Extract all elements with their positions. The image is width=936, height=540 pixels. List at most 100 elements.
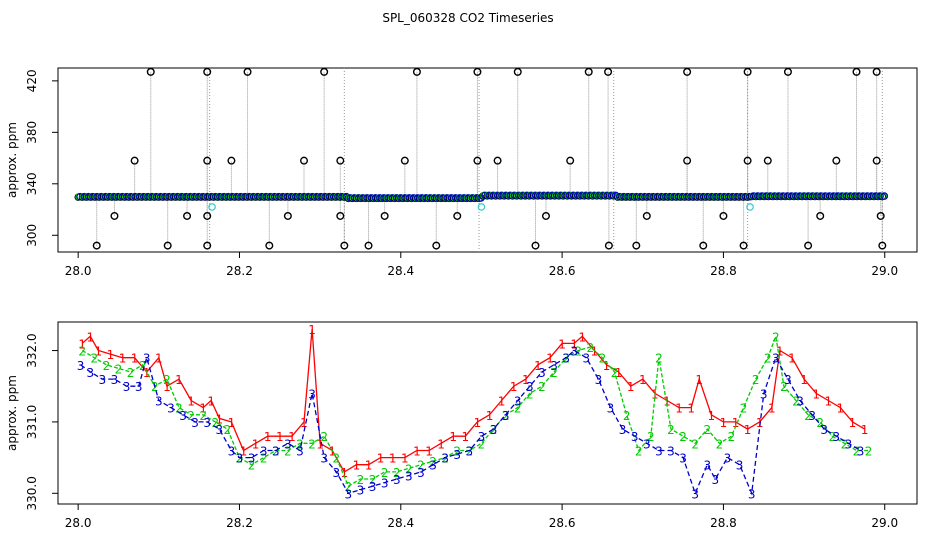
outlier-point — [832, 156, 841, 165]
series-2-marker: 2 — [163, 373, 171, 387]
series-1-marker: 1 — [824, 395, 832, 409]
series-2-marker: 2 — [466, 444, 474, 458]
series-3-marker: 3 — [703, 459, 711, 473]
series-2-marker: 2 — [490, 423, 498, 437]
series-3-marker: 3 — [760, 387, 768, 401]
series-2-marker: 2 — [728, 430, 736, 444]
series-3-marker: 3 — [453, 448, 461, 462]
outlier-point — [816, 211, 825, 220]
series-2-marker: 2 — [647, 430, 655, 444]
series-3-marker: 3 — [833, 430, 841, 444]
series-2-marker: 2 — [703, 423, 711, 437]
outlier-point — [743, 67, 752, 76]
outlier-point — [163, 241, 172, 250]
series-1-marker: 1 — [187, 395, 195, 409]
series-2-marker: 2 — [587, 341, 595, 355]
series-1-marker: 1 — [163, 380, 171, 394]
series-2-marker: 2 — [691, 437, 699, 451]
series-1-marker: 1 — [578, 330, 586, 344]
outlier-point — [380, 211, 389, 220]
series-2-marker: 2 — [752, 373, 760, 387]
series-2-marker: 2 — [393, 466, 401, 480]
series-2-marker: 2 — [772, 330, 780, 344]
outlier-point — [719, 211, 728, 220]
outlier-point — [683, 67, 692, 76]
outlier-point — [513, 67, 522, 76]
series-1-marker: 1 — [663, 395, 671, 409]
top-marks — [74, 67, 889, 252]
series-3-marker: 3 — [417, 466, 425, 480]
series-2-marker: 2 — [260, 452, 268, 466]
series-2-marker: 2 — [236, 452, 244, 466]
outlier-point — [493, 156, 502, 165]
outlier-point — [699, 241, 708, 250]
series-3-marker: 3 — [562, 352, 570, 366]
series-3-marker: 3 — [619, 423, 627, 437]
cyan-point — [477, 203, 486, 211]
outlier-point — [400, 156, 409, 165]
series-1-marker: 1 — [228, 416, 236, 430]
series-1-marker: 1 — [264, 430, 272, 444]
series-3-marker: 3 — [381, 477, 389, 491]
outlier-point — [336, 211, 345, 220]
series-3-marker: 3 — [155, 395, 163, 409]
baseline-point-blue — [880, 192, 889, 200]
series-3-marker: 3 — [820, 423, 828, 437]
series-2-marker: 2 — [740, 402, 748, 416]
bottom-x-tick-label: 28.4 — [387, 516, 414, 530]
series-3-marker: 3 — [260, 444, 268, 458]
series-2-marker: 2 — [667, 423, 675, 437]
outlier-point — [584, 67, 593, 76]
bottom-y-axis-label: approx. ppm — [5, 375, 19, 451]
series-2-marker: 2 — [90, 352, 98, 366]
series-1-marker: 1 — [143, 366, 151, 380]
series-3-marker: 3 — [466, 444, 474, 458]
series-1-marker: 1 — [498, 395, 506, 409]
series-2-marker: 2 — [502, 409, 510, 423]
outlier-point — [300, 156, 309, 165]
series-3-marker: 3 — [595, 373, 603, 387]
bottom-axis-ticks: 28.0 28.2 28.4 28.6 28.8 29.0 330.0 331.0 332.0 — [25, 333, 898, 530]
outlier-point — [336, 156, 345, 165]
outlier-point — [852, 67, 861, 76]
series-2-marker: 2 — [441, 452, 449, 466]
series-1-marker: 1 — [78, 337, 86, 351]
series-3-marker: 3 — [77, 359, 85, 373]
series-1-marker: 1 — [744, 423, 752, 437]
series-1-marker: 1 — [199, 402, 207, 416]
series-1-marker: 1 — [534, 359, 542, 373]
series-3-marker: 3 — [478, 430, 486, 444]
series-1-marker: 1 — [486, 409, 494, 423]
series-1-marker: 1 — [474, 416, 482, 430]
series-3-marker: 3 — [570, 345, 578, 359]
series-3-marker: 3 — [248, 452, 256, 466]
series-1-marker: 1 — [131, 352, 139, 366]
outlier-point — [340, 241, 349, 250]
series-1-marker: 1 — [413, 444, 421, 458]
series-3-marker: 3 — [123, 380, 131, 394]
series-1-marker: 1 — [546, 352, 554, 366]
series-2-marker: 2 — [780, 380, 788, 394]
bottom-x-tick-label: 29.0 — [871, 516, 898, 530]
series-2-marker: 2 — [320, 430, 328, 444]
outlier-point — [203, 67, 212, 76]
series-2-marker: 2 — [816, 416, 824, 430]
series-1-marker: 1 — [119, 352, 127, 366]
series-1-marker: 1 — [849, 416, 857, 430]
outlier-point — [739, 241, 748, 250]
series-2-marker: 2 — [78, 345, 86, 359]
outlier-point — [604, 241, 613, 250]
series-2-marker: 2 — [550, 366, 558, 380]
series-2-marker: 2 — [453, 444, 461, 458]
series-3-marker: 3 — [643, 437, 651, 451]
series-2-marker: 2 — [429, 455, 437, 469]
series-3-marker: 3 — [712, 473, 720, 487]
outlier-point — [743, 156, 752, 165]
outlier-point — [783, 67, 792, 76]
series-2-marker: 2 — [562, 352, 570, 366]
series-3-marker: 3 — [143, 352, 151, 366]
series-3-marker: 3 — [526, 380, 534, 394]
series-1-line — [81, 329, 865, 473]
series-3-marker: 3 — [167, 402, 175, 416]
